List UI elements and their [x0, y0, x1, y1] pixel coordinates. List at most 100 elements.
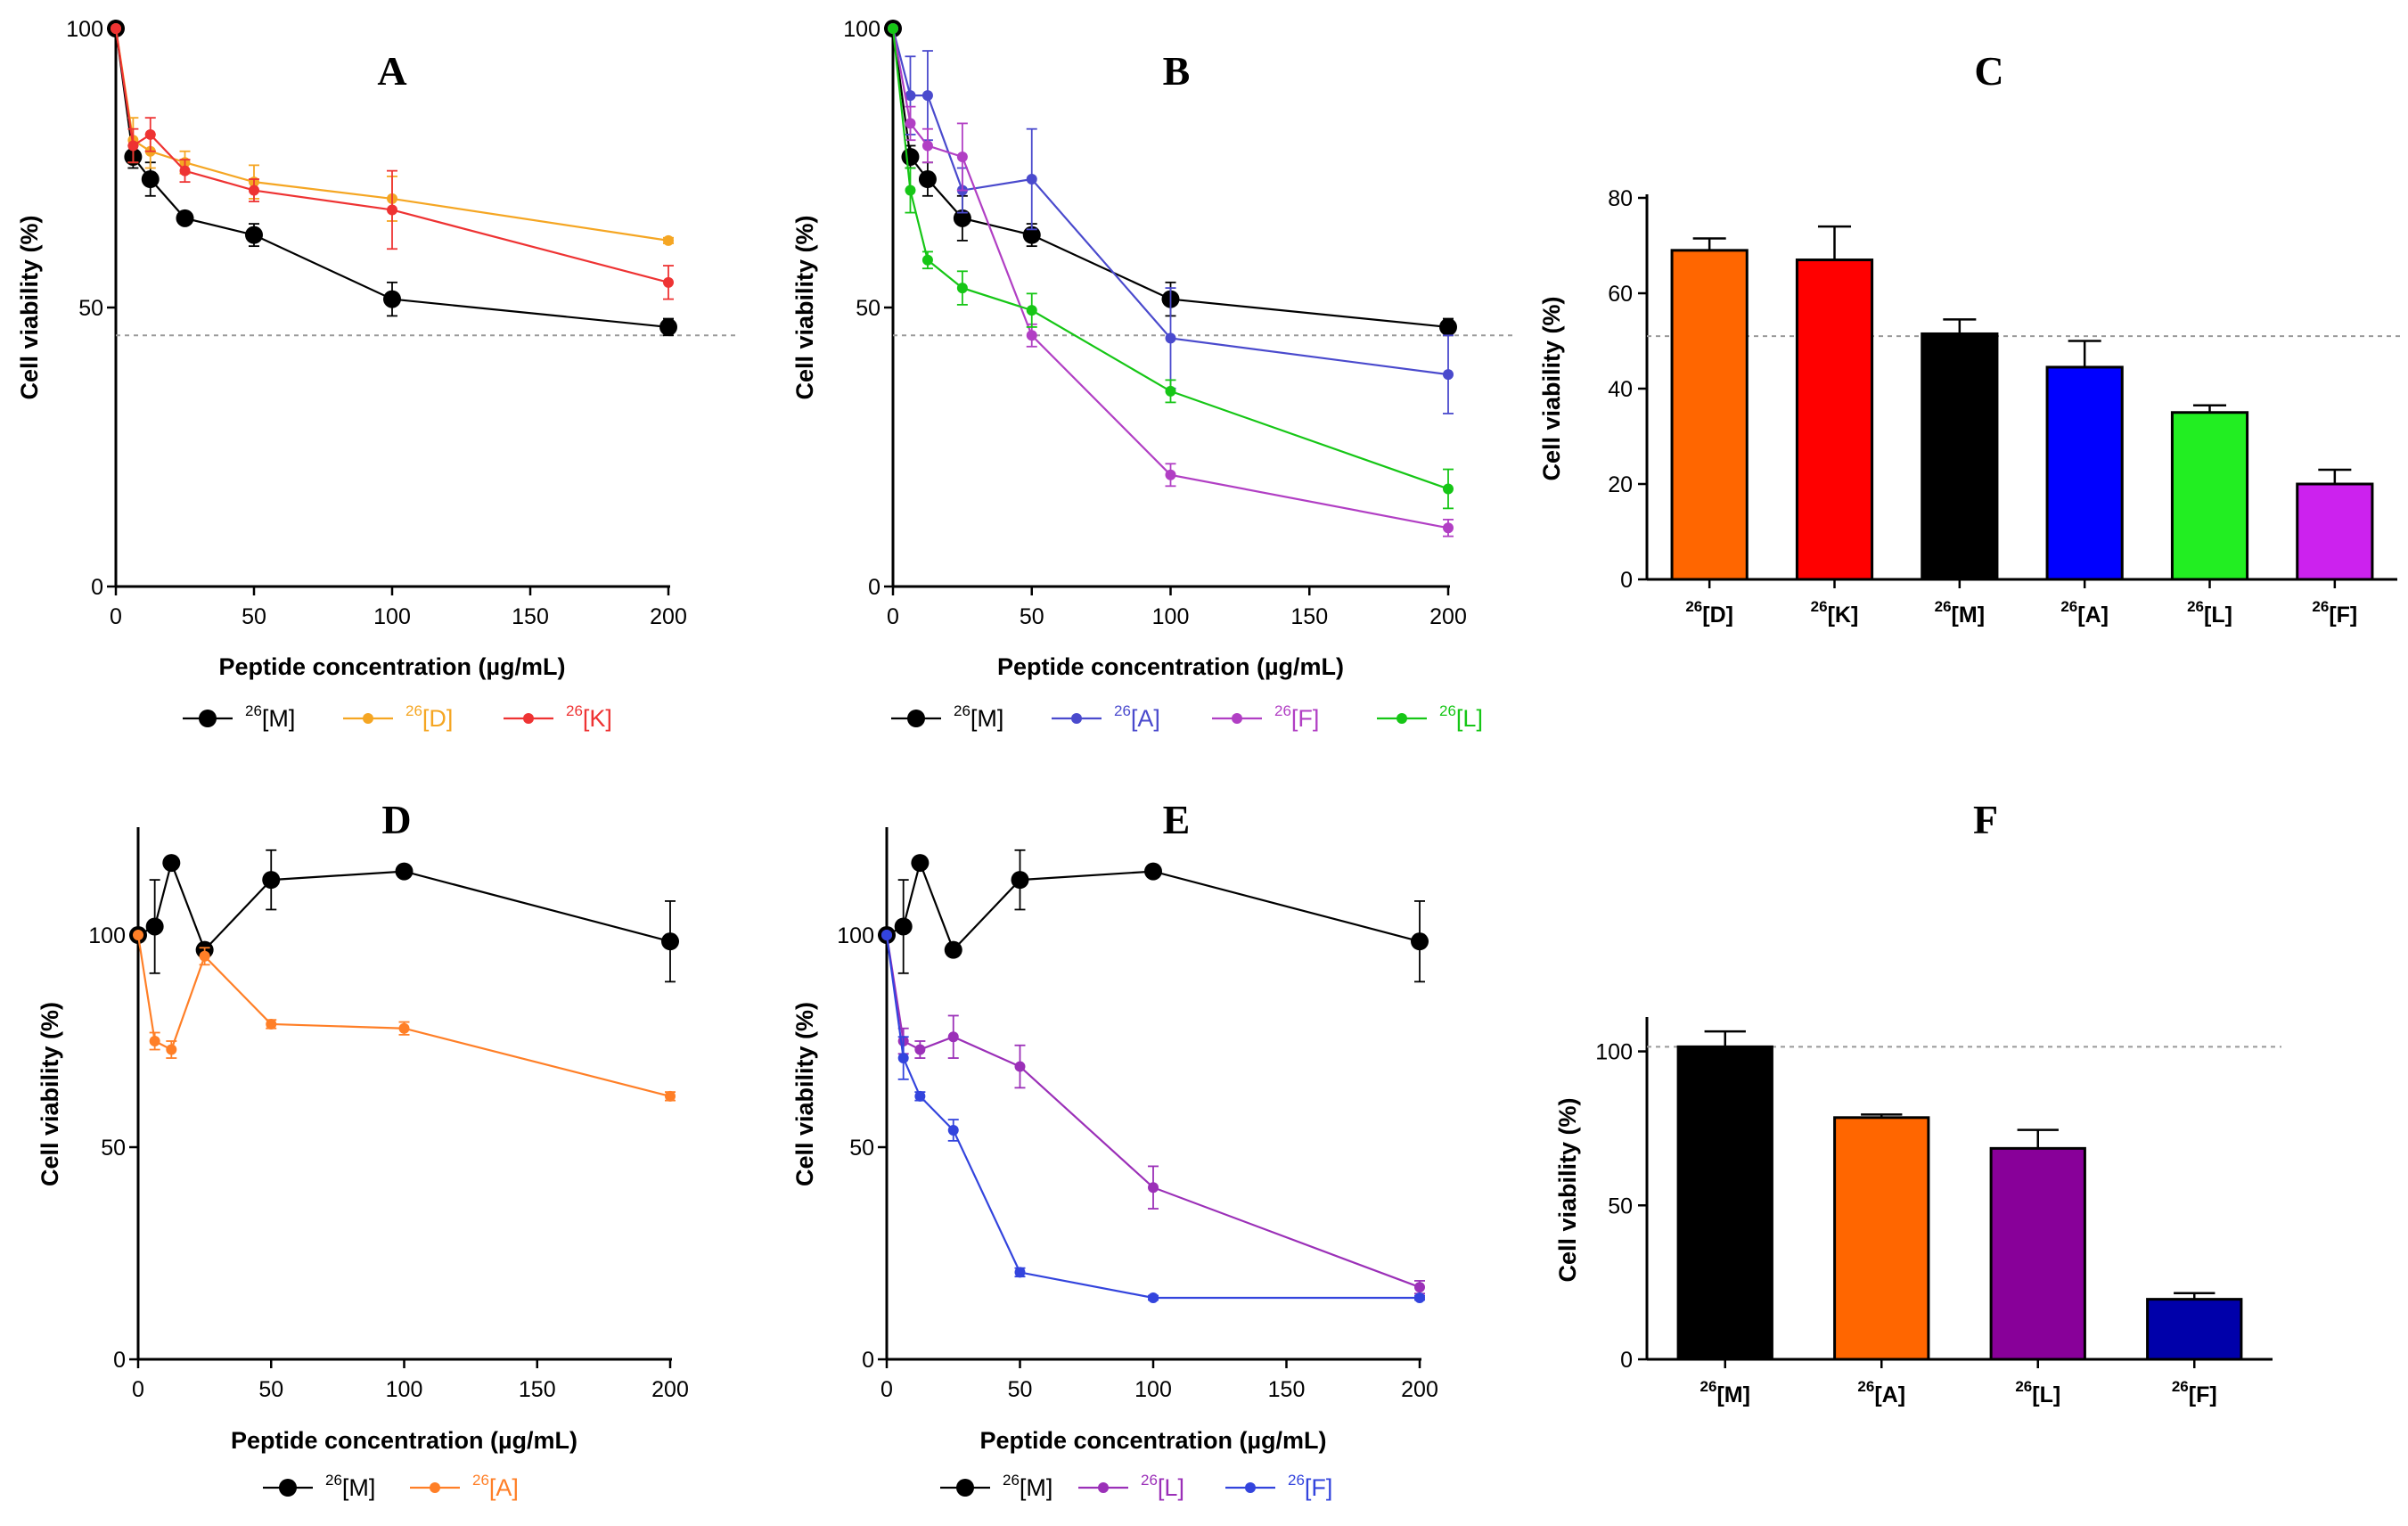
bar	[2170, 411, 2249, 581]
category-label-sup: 26	[2187, 598, 2204, 615]
y-tick-label: 0	[113, 1348, 126, 1373]
category-label: 26[A]	[2060, 598, 2109, 628]
legend-marker	[279, 1479, 297, 1497]
bar	[1670, 249, 1749, 581]
category-label-label: [F]	[2329, 603, 2357, 628]
bar-group: 26[F]	[2296, 468, 2374, 628]
data-point	[1165, 469, 1176, 480]
x-tick-label: 0	[880, 1377, 893, 1402]
legend-label: 26[L]	[1141, 1472, 1184, 1501]
legend-item: 26[F]	[1212, 702, 1319, 732]
data-point	[659, 317, 677, 336]
data-point	[262, 871, 281, 890]
data-point	[956, 283, 968, 294]
x-tick-label: 50	[258, 1377, 283, 1402]
data-point	[145, 917, 164, 936]
data-point	[905, 118, 916, 129]
panel-a: A Cell viability (%) 0 50 100 0 50 100 150 200 Pep…	[16, 17, 735, 732]
x-axis-label: Peptide concentration (µg/mL)	[218, 653, 565, 680]
legend-label: 26[F]	[1288, 1472, 1332, 1501]
legend-label-label: [L]	[1456, 705, 1483, 732]
data-point	[1443, 483, 1454, 495]
bar	[1833, 1116, 1930, 1361]
legend-label-label: [K]	[583, 705, 612, 732]
data-point	[245, 226, 263, 244]
legend-marker	[956, 1479, 974, 1497]
data-point	[387, 204, 397, 216]
y-axis-label: Cell viability (%)	[791, 215, 818, 399]
series-m	[878, 849, 1429, 983]
data-point	[133, 930, 143, 940]
legend-marker	[430, 1482, 440, 1493]
bar	[1795, 258, 1874, 581]
data-point	[947, 1031, 959, 1043]
x-axis-label: Peptide concentration (µg/mL)	[997, 653, 1344, 680]
data-point	[1443, 522, 1454, 534]
y-tick-label: 0	[1620, 568, 1633, 593]
panel-title: D	[381, 797, 411, 842]
series-m	[129, 849, 679, 983]
legend-label-sup: 26	[1141, 1472, 1158, 1489]
data-point	[176, 209, 194, 227]
data-point	[914, 1044, 926, 1055]
x-tick-label: 0	[132, 1377, 144, 1402]
category-label-sup: 26	[1935, 598, 1952, 615]
x-axis-label: Peptide concentration (µg/mL)	[979, 1427, 1326, 1454]
data-point	[127, 140, 139, 152]
x-tick-label: 200	[1401, 1377, 1438, 1402]
data-point	[1411, 932, 1429, 951]
category-label-label: [K]	[1828, 603, 1859, 628]
data-point	[1026, 305, 1037, 316]
category-label-label: [D]	[1702, 603, 1733, 628]
data-point	[266, 1018, 277, 1030]
data-point	[661, 932, 679, 951]
data-point	[944, 940, 962, 959]
bar	[2045, 365, 2124, 581]
x-tick-label: 150	[519, 1377, 556, 1402]
legend-label-label: [D]	[422, 705, 454, 732]
data-point	[1011, 871, 1029, 890]
data-point	[179, 165, 191, 176]
legend-item: 26[L]	[1377, 702, 1483, 732]
category-label: 26[K]	[1811, 598, 1859, 628]
x-tick-label: 100	[373, 604, 411, 629]
legend-label: 26[A]	[1114, 702, 1160, 732]
data-point	[1414, 1282, 1425, 1293]
data-point	[1026, 174, 1037, 185]
data-point	[141, 170, 160, 189]
legend-label-label: [A]	[1131, 705, 1160, 732]
category-label-sup: 26	[1700, 1378, 1717, 1395]
series-line	[885, 934, 1421, 1289]
x-axis-label: Peptide concentration (µg/mL)	[231, 1427, 577, 1454]
data-point	[1026, 330, 1037, 341]
panel-title: C	[1974, 48, 2003, 94]
legend-item: 26[M]	[183, 702, 295, 732]
data-point	[901, 147, 920, 166]
legend-label-sup: 26	[472, 1472, 489, 1489]
category-label-label: [A]	[2077, 603, 2109, 628]
x-tick-label: 100	[1152, 604, 1190, 629]
data-point	[894, 917, 913, 936]
x-tick-label: 50	[1020, 604, 1044, 629]
x-tick-label: 100	[1134, 1377, 1172, 1402]
y-tick-label: 0	[862, 1348, 874, 1373]
series-line	[891, 28, 1449, 529]
series-f	[881, 930, 1425, 1303]
legend-marker	[1098, 1482, 1109, 1493]
legend-label: 26[L]	[1439, 702, 1483, 732]
legend-marker	[907, 710, 925, 727]
y-tick-label: 100	[1595, 1040, 1633, 1065]
legend-item: 26[M]	[891, 702, 1003, 732]
y-tick-label: 40	[1608, 377, 1633, 402]
panel-title: B	[1163, 48, 1191, 94]
legend-label-label: [A]	[489, 1474, 519, 1501]
y-tick-label: 50	[78, 296, 103, 321]
y-tick-label: 50	[101, 1136, 126, 1161]
bar	[1989, 1146, 2086, 1361]
category-label-sup: 26	[2060, 598, 2077, 615]
series-line	[885, 934, 1420, 1300]
y-tick-label: 60	[1608, 282, 1633, 307]
legend-label-sup: 26	[405, 702, 422, 719]
